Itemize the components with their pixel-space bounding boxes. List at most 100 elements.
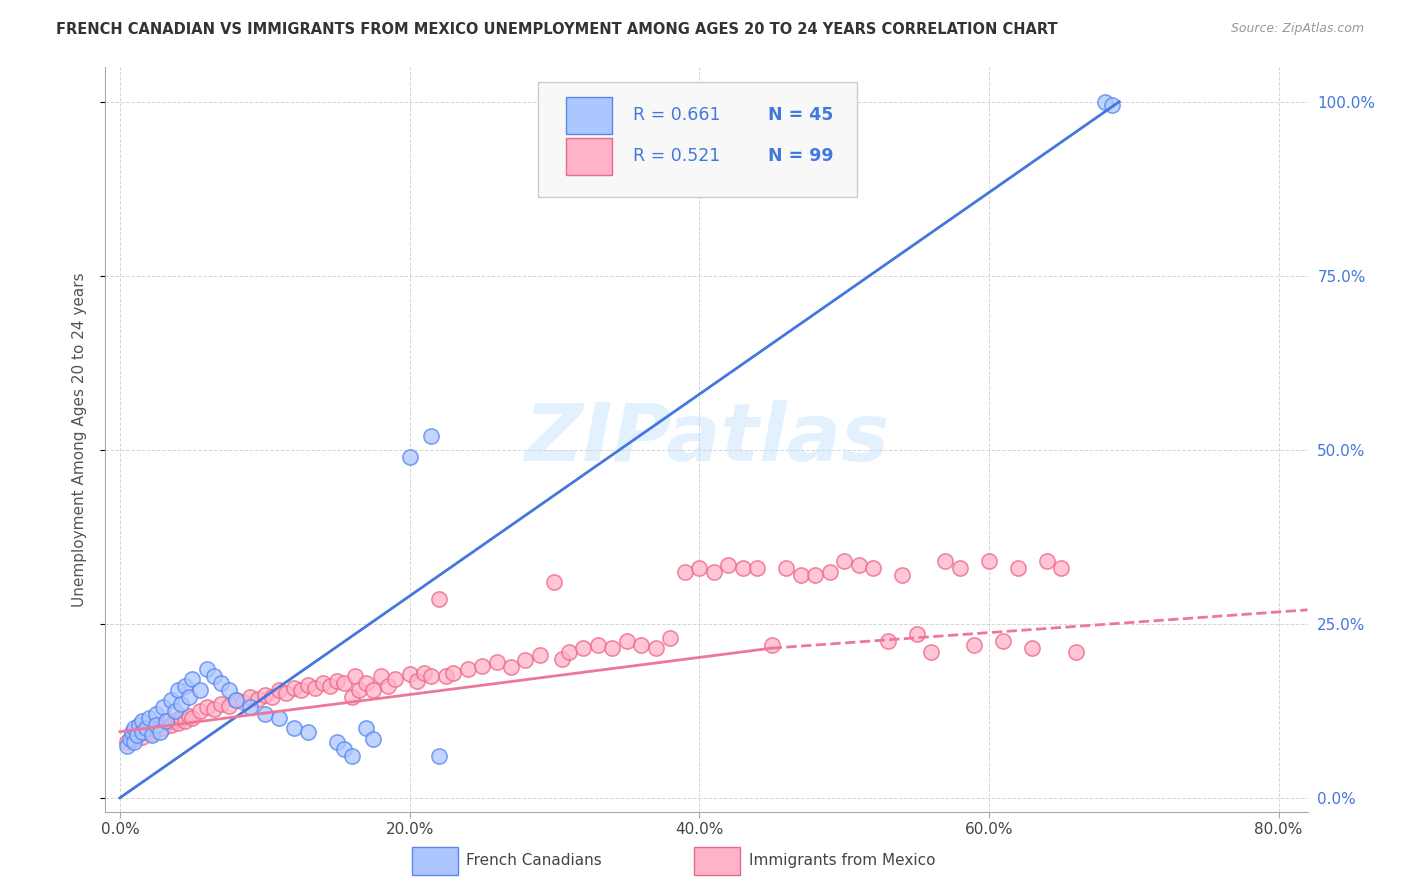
Point: [218, 698, 240, 713]
Point: [630, 638, 652, 652]
Text: Source: ZipAtlas.com: Source: ZipAtlas.com: [1230, 22, 1364, 36]
Point: [145, 723, 167, 737]
Point: [333, 676, 356, 690]
Point: [149, 724, 172, 739]
Point: [290, 682, 312, 697]
Point: [131, 730, 153, 744]
Point: [115, 735, 138, 749]
Point: [529, 648, 551, 662]
Point: [572, 641, 595, 656]
Point: [179, 690, 201, 704]
Point: [253, 707, 276, 722]
Point: [195, 700, 218, 714]
Point: [218, 682, 240, 697]
Point: [905, 627, 928, 641]
Point: [167, 682, 190, 697]
FancyBboxPatch shape: [538, 82, 856, 197]
Point: [848, 558, 870, 572]
Point: [135, 724, 157, 739]
Point: [121, 728, 143, 742]
Point: [163, 713, 186, 727]
Point: [1094, 95, 1116, 109]
Point: [731, 561, 754, 575]
Point: [225, 693, 247, 707]
Point: [405, 673, 427, 688]
Point: [159, 717, 181, 731]
Point: [269, 711, 291, 725]
Point: [1064, 645, 1087, 659]
Point: [170, 711, 193, 725]
Point: [121, 724, 143, 739]
Point: [304, 681, 326, 695]
Point: [747, 561, 769, 575]
Point: [195, 662, 218, 676]
Point: [602, 641, 624, 656]
Point: [124, 731, 146, 746]
Point: [181, 673, 204, 687]
Point: [363, 731, 385, 746]
Point: [616, 634, 638, 648]
Point: [977, 554, 1000, 568]
Point: [354, 676, 377, 690]
Point: [127, 727, 149, 741]
Point: [370, 669, 392, 683]
Point: [1050, 561, 1073, 575]
Point: [441, 665, 464, 680]
Point: [862, 561, 884, 575]
Point: [703, 565, 725, 579]
Point: [688, 561, 710, 575]
FancyBboxPatch shape: [565, 96, 612, 134]
Point: [179, 708, 201, 723]
Point: [963, 638, 986, 652]
Point: [260, 690, 283, 704]
Point: [188, 682, 211, 697]
Point: [232, 695, 254, 709]
Point: [135, 721, 157, 735]
Point: [354, 721, 377, 735]
Point: [558, 645, 581, 659]
Point: [326, 673, 349, 688]
Point: [283, 721, 305, 735]
Point: [124, 735, 146, 749]
Point: [188, 704, 211, 718]
Point: [644, 641, 666, 656]
Point: [253, 688, 276, 702]
Text: N = 99: N = 99: [768, 147, 834, 165]
Point: [398, 666, 420, 681]
Point: [131, 724, 153, 739]
Point: [427, 592, 450, 607]
Point: [297, 724, 319, 739]
Text: N = 45: N = 45: [768, 106, 834, 124]
Point: [586, 638, 609, 652]
Point: [202, 702, 225, 716]
Point: [761, 638, 783, 652]
Point: [427, 749, 450, 764]
Point: [124, 721, 146, 735]
Point: [145, 717, 167, 731]
Y-axis label: Unemployment Among Ages 20 to 24 years: Unemployment Among Ages 20 to 24 years: [72, 272, 87, 607]
Text: French Canadians: French Canadians: [465, 853, 602, 868]
Point: [789, 568, 811, 582]
Point: [276, 686, 298, 700]
Point: [343, 669, 366, 683]
Point: [363, 682, 385, 697]
Text: ZIPatlas: ZIPatlas: [524, 401, 889, 478]
Point: [269, 682, 291, 697]
Point: [384, 673, 406, 687]
Point: [457, 662, 479, 676]
Point: [673, 565, 696, 579]
Point: [138, 721, 160, 735]
Point: [420, 669, 443, 683]
FancyBboxPatch shape: [565, 137, 612, 175]
FancyBboxPatch shape: [412, 847, 458, 875]
Point: [127, 728, 149, 742]
Point: [155, 714, 177, 729]
Point: [993, 634, 1015, 648]
Point: [398, 450, 420, 464]
Point: [434, 669, 457, 683]
Point: [149, 717, 172, 731]
Point: [159, 693, 181, 707]
Point: [832, 554, 855, 568]
Point: [1036, 554, 1059, 568]
Point: [876, 634, 898, 648]
